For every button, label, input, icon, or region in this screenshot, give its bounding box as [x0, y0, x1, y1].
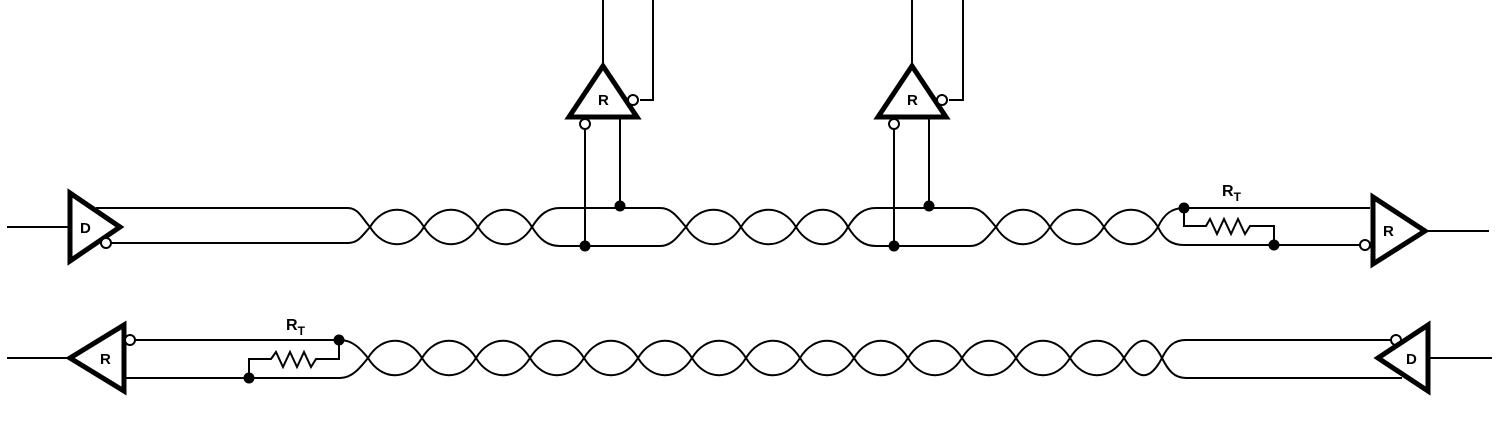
upper-conductor-b-segment-1	[111, 226, 371, 244]
lower-conductor-a-end	[1161, 339, 1390, 359]
upper-conductor-a-segment-3	[847, 207, 997, 228]
upper-driver-triangle	[67, 188, 125, 266]
upper-conductor-a-end	[1157, 207, 1370, 228]
stub-receiver-1-node-b	[579, 240, 591, 252]
lower-conductor-a-start	[135, 339, 369, 359]
stub-receiver-1-input-bubble	[579, 118, 591, 130]
stub-receiver-1-node-a	[614, 200, 626, 212]
upper-driver-label: D	[80, 220, 91, 237]
upper-end-receiver-triangle	[1370, 192, 1430, 269]
upper-twisted-pair-2-a	[685, 208, 849, 229]
upper-twisted-pair-3-b	[995, 225, 1159, 246]
stub-receiver-2-inverted-output-wire	[949, 0, 964, 101]
lower-twisted-pair-b	[367, 356, 1163, 377]
lower-driver-triangle	[1373, 320, 1431, 396]
stub-receiver-2-output-bubble	[936, 94, 948, 106]
upper-twisted-pair-3-a	[995, 208, 1159, 229]
lower-driver-label: D	[1406, 351, 1417, 368]
stub-receiver-2-node-a	[923, 200, 935, 212]
upper-driver-inverting-bubble	[100, 237, 112, 249]
upper-twisted-pair-2-b	[685, 225, 849, 246]
upper-twisted-pair-1-b	[369, 225, 533, 246]
upper-twisted-pair-1-a	[369, 208, 533, 229]
lower-receiver-inverting-bubble	[124, 334, 136, 346]
upper-conductor-b-segment-2	[531, 226, 687, 247]
upper-resistor-zigzag	[1183, 208, 1275, 245]
upper-end-receiver-inverting-bubble	[1359, 239, 1371, 251]
upper-termination-label: RT	[1222, 183, 1242, 204]
lower-twisted-pair-a	[367, 339, 1163, 360]
stub-receiver-2-triangle	[873, 61, 951, 120]
stub-receiver-1-inverted-output-wire	[640, 0, 654, 101]
upper-conductor-a-segment-1	[96, 207, 371, 228]
stub-receiver-1-label: R	[598, 92, 609, 109]
upper-end-receiver-label: R	[1383, 223, 1394, 240]
lower-resistor-zigzag	[248, 340, 340, 378]
stub-receiver-2-node-b	[888, 240, 900, 252]
stub-receiver-2-input-bubble	[888, 118, 900, 130]
stub-receiver-1-triangle	[564, 61, 642, 120]
stub-receiver-1: R	[564, 0, 654, 252]
lower-bus: R RT D	[7, 317, 1492, 396]
lower-termination-label: RT	[286, 317, 306, 338]
lower-receiver-label: R	[100, 351, 111, 368]
lower-conductor-b-start	[126, 357, 369, 379]
upper-conductor-b-segment-3	[847, 226, 997, 247]
lower-conductor-b-end	[1161, 357, 1402, 379]
lower-termination-resistor: RT	[243, 317, 345, 384]
lower-receiver-triangle	[65, 320, 127, 396]
upper-conductor-a-segment-2	[531, 207, 687, 228]
stub-receiver-2: R	[873, 0, 964, 252]
upper-conductor-b-end	[1157, 226, 1360, 246]
upper-termination-resistor: RT	[1178, 183, 1280, 251]
stub-receiver-2-label: R	[907, 92, 918, 109]
stub-receiver-1-output-bubble	[627, 94, 639, 106]
upper-bus: D RT R	[7, 0, 1489, 269]
